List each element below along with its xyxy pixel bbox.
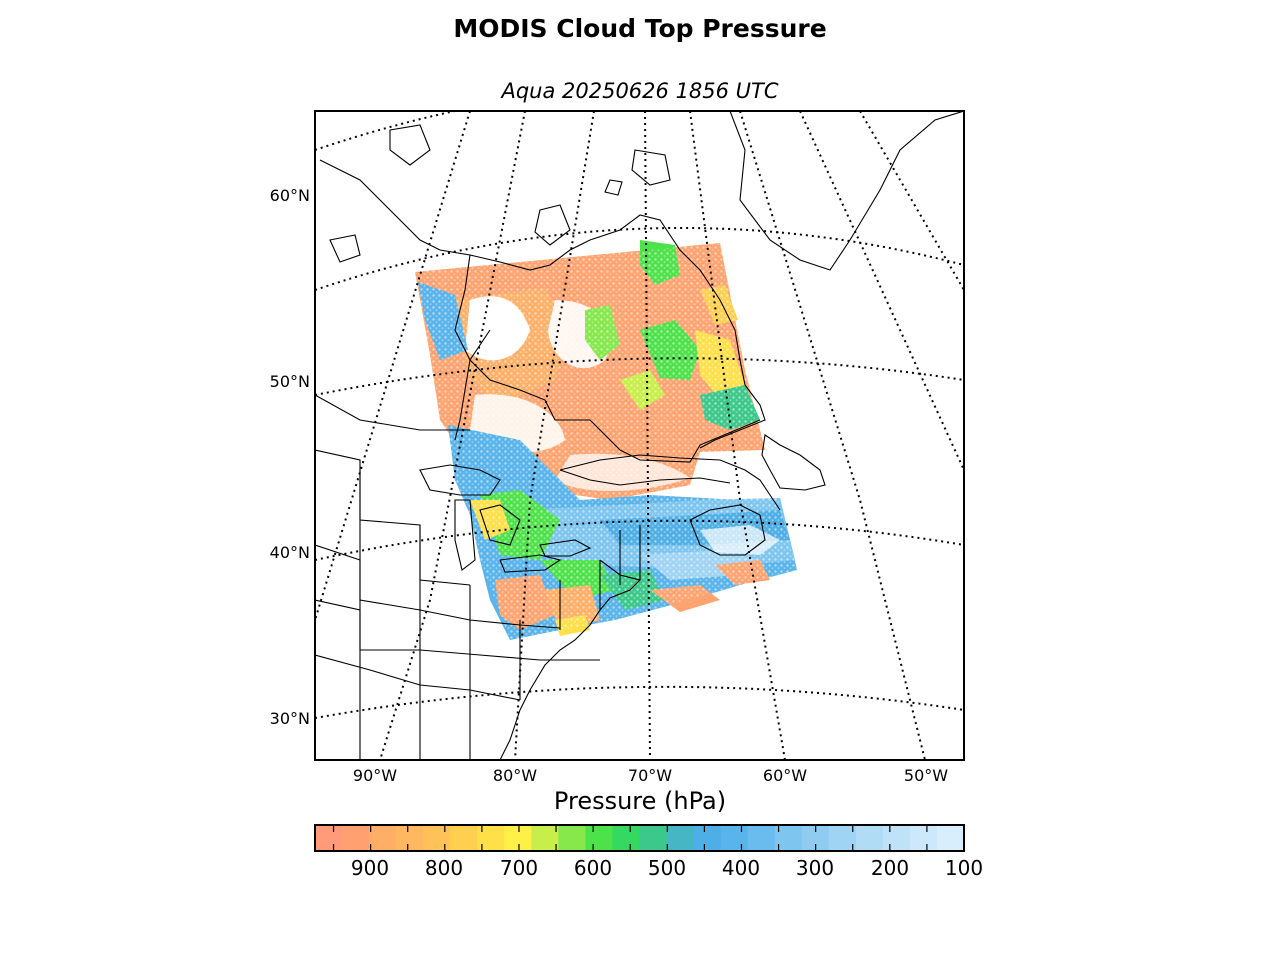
colorbar-segment xyxy=(612,825,640,851)
lon-label-70w: 70°W xyxy=(627,766,673,785)
lon-label-60w: 60°W xyxy=(762,766,808,785)
colorbar-segment xyxy=(909,825,938,851)
colorbar-tick-marks xyxy=(332,825,965,851)
cloud-pressure-swath xyxy=(415,240,797,640)
colorbar-tick-700: 700 xyxy=(499,856,539,880)
colorbar-segment xyxy=(855,825,884,851)
colorbar-segment xyxy=(315,825,343,851)
colorbar-segment xyxy=(882,825,911,851)
colorbar-segment xyxy=(531,825,559,851)
colorbar xyxy=(315,825,965,851)
colorbar-segment xyxy=(369,825,397,851)
lat-label-30: 30°N xyxy=(269,709,310,728)
colorbar-segment xyxy=(585,825,613,851)
colorbar-label: Pressure (hPa) xyxy=(553,787,727,815)
colorbar-segment xyxy=(450,825,478,851)
map-title: MODIS Cloud Top Pressure xyxy=(453,14,827,43)
colorbar-tick-200: 200 xyxy=(870,856,910,880)
map-area xyxy=(315,111,964,760)
colorbar-segment xyxy=(693,825,722,851)
colorbar-segment xyxy=(936,825,965,851)
map-frame xyxy=(314,110,965,761)
lat-label-50: 50°N xyxy=(269,372,310,391)
colorbar-segment xyxy=(423,825,451,851)
colorbar-segment xyxy=(720,825,749,851)
lon-label-50w: 50°W xyxy=(903,766,949,785)
colorbar-segment xyxy=(342,825,370,851)
colorbar-segment xyxy=(774,825,803,851)
colorbar-segment xyxy=(558,825,586,851)
colorbar-tick-600: 600 xyxy=(573,856,613,880)
lon-label-80w: 80°W xyxy=(492,766,538,785)
colorbar-tick-100: 100 xyxy=(944,856,984,880)
graticule xyxy=(315,111,964,760)
lon-label-90w: 90°W xyxy=(352,766,398,785)
colorbar-tick-800: 800 xyxy=(424,856,464,880)
colorbar-tick-300: 300 xyxy=(795,856,835,880)
lat-label-40: 40°N xyxy=(269,543,310,562)
lat-label-60: 60°N xyxy=(269,186,310,205)
colorbar-segment xyxy=(504,825,532,851)
coastlines xyxy=(315,111,964,760)
colorbar-tick-400: 400 xyxy=(721,856,761,880)
colorbar-segment xyxy=(828,825,857,851)
colorbar-segment xyxy=(396,825,424,851)
map-subtitle: Aqua 20250626 1856 UTC xyxy=(501,79,779,103)
colorbar-segment xyxy=(747,825,776,851)
colorbar-tick-900: 900 xyxy=(350,856,390,880)
colorbar-segment xyxy=(666,825,695,851)
colorbar-segment xyxy=(639,825,668,851)
colorbar-frame xyxy=(314,824,965,852)
colorbar-tick-500: 500 xyxy=(647,856,687,880)
